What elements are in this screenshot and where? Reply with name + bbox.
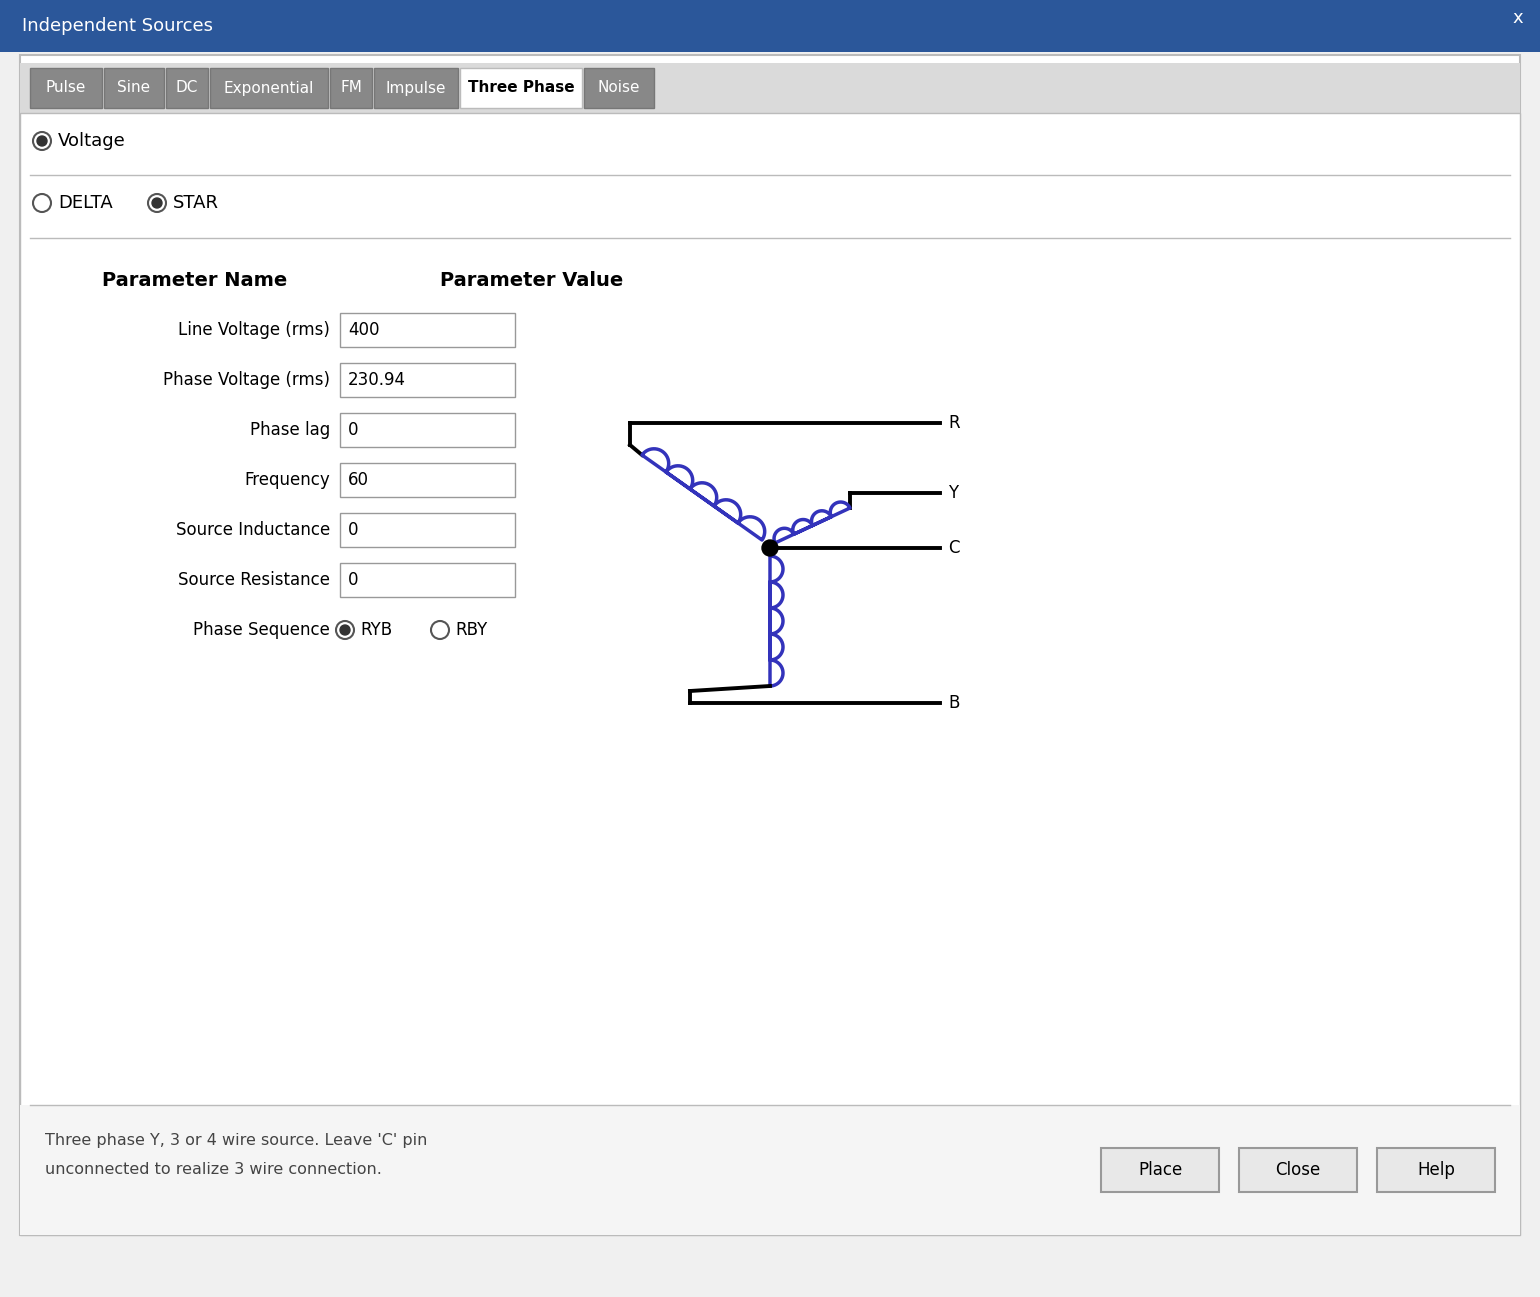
Text: 230.94: 230.94 — [348, 371, 407, 389]
FancyBboxPatch shape — [1377, 1148, 1495, 1192]
FancyBboxPatch shape — [209, 67, 328, 108]
Circle shape — [148, 195, 166, 211]
Text: x: x — [1512, 9, 1523, 27]
Circle shape — [336, 621, 354, 639]
Text: Phase Sequence: Phase Sequence — [192, 621, 330, 639]
Circle shape — [32, 132, 51, 150]
FancyBboxPatch shape — [1240, 1148, 1357, 1192]
Text: 0: 0 — [348, 521, 359, 540]
Text: Source Inductance: Source Inductance — [176, 521, 330, 540]
Text: Independent Sources: Independent Sources — [22, 17, 213, 35]
Circle shape — [152, 198, 162, 208]
Text: 0: 0 — [348, 422, 359, 438]
Text: Parameter Value: Parameter Value — [440, 271, 624, 289]
Circle shape — [32, 195, 51, 211]
FancyBboxPatch shape — [330, 67, 373, 108]
FancyBboxPatch shape — [374, 67, 457, 108]
Text: unconnected to realize 3 wire connection.: unconnected to realize 3 wire connection… — [45, 1162, 382, 1178]
Text: 0: 0 — [348, 571, 359, 589]
Text: Three phase Y, 3 or 4 wire source. Leave 'C' pin: Three phase Y, 3 or 4 wire source. Leave… — [45, 1132, 428, 1148]
FancyBboxPatch shape — [20, 64, 1520, 113]
FancyBboxPatch shape — [0, 0, 1540, 52]
Text: RYB: RYB — [360, 621, 393, 639]
Text: Pulse: Pulse — [46, 80, 86, 96]
Text: Help: Help — [1417, 1161, 1455, 1179]
FancyBboxPatch shape — [340, 412, 514, 447]
FancyBboxPatch shape — [20, 113, 1520, 1235]
Text: 400: 400 — [348, 320, 379, 339]
Circle shape — [762, 540, 778, 556]
Text: Parameter Name: Parameter Name — [102, 271, 288, 289]
Text: Phase lag: Phase lag — [249, 422, 330, 438]
FancyBboxPatch shape — [105, 67, 163, 108]
Text: Line Voltage (rms): Line Voltage (rms) — [179, 320, 330, 339]
Text: DC: DC — [176, 80, 199, 96]
FancyBboxPatch shape — [29, 67, 102, 108]
FancyBboxPatch shape — [460, 67, 582, 108]
Text: DELTA: DELTA — [59, 195, 112, 211]
Text: 60: 60 — [348, 471, 370, 489]
Text: B: B — [949, 694, 959, 712]
Text: Phase Voltage (rms): Phase Voltage (rms) — [163, 371, 330, 389]
Text: C: C — [949, 540, 959, 556]
Text: Source Resistance: Source Resistance — [179, 571, 330, 589]
Text: Noise: Noise — [598, 80, 641, 96]
Text: Sine: Sine — [117, 80, 151, 96]
Text: R: R — [949, 414, 959, 432]
FancyBboxPatch shape — [20, 54, 1520, 1235]
FancyBboxPatch shape — [340, 313, 514, 348]
Text: STAR: STAR — [172, 195, 219, 211]
Text: RBY: RBY — [454, 621, 487, 639]
FancyBboxPatch shape — [340, 563, 514, 597]
Text: Frequency: Frequency — [245, 471, 330, 489]
FancyBboxPatch shape — [340, 463, 514, 497]
Circle shape — [37, 136, 48, 147]
Text: Place: Place — [1138, 1161, 1183, 1179]
FancyBboxPatch shape — [340, 514, 514, 547]
Circle shape — [431, 621, 450, 639]
FancyBboxPatch shape — [340, 363, 514, 397]
FancyBboxPatch shape — [20, 1105, 1520, 1235]
FancyBboxPatch shape — [584, 67, 654, 108]
Circle shape — [340, 625, 350, 636]
FancyBboxPatch shape — [1101, 1148, 1220, 1192]
Text: Y: Y — [949, 484, 958, 502]
Text: Three Phase: Three Phase — [468, 80, 574, 96]
Text: Close: Close — [1275, 1161, 1321, 1179]
Text: Exponential: Exponential — [223, 80, 314, 96]
FancyBboxPatch shape — [166, 67, 208, 108]
Text: Voltage: Voltage — [59, 132, 126, 150]
Text: FM: FM — [340, 80, 362, 96]
Text: Impulse: Impulse — [385, 80, 447, 96]
